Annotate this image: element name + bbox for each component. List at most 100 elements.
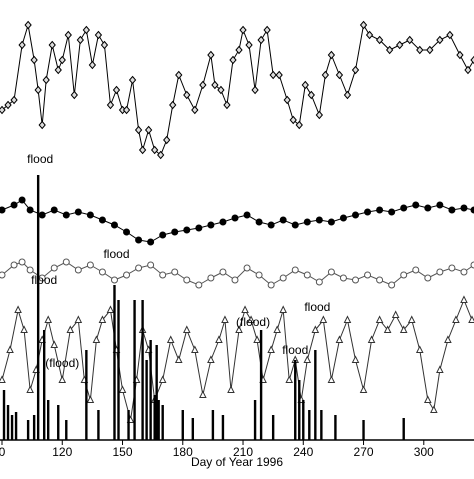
diamond-marker — [113, 87, 119, 94]
triangle-marker — [192, 347, 198, 353]
circle-marker — [292, 222, 299, 229]
circle-marker — [87, 212, 94, 219]
diamond-marker — [35, 87, 41, 94]
triangle-marker — [120, 387, 126, 393]
circle-marker — [39, 212, 46, 219]
diamond-marker — [230, 57, 236, 64]
circle-marker — [195, 225, 202, 232]
bar — [192, 418, 194, 440]
annotation: (flood) — [45, 356, 79, 370]
diamond-marker — [302, 82, 308, 89]
triangle-marker — [417, 347, 423, 353]
diamond-marker — [107, 102, 113, 109]
bar — [302, 400, 304, 440]
diamond-marker — [322, 72, 328, 79]
circle-marker — [111, 222, 118, 229]
open-circle-marker — [413, 267, 419, 273]
circle-marker — [471, 207, 474, 214]
annotation: flood — [304, 300, 330, 314]
triangle-marker — [87, 397, 93, 403]
bar — [222, 415, 224, 440]
bar — [182, 410, 184, 440]
triangle-marker — [21, 327, 27, 333]
bar — [27, 420, 29, 440]
diamond-marker — [361, 22, 367, 29]
triangle-marker — [377, 317, 383, 323]
bar — [314, 350, 316, 440]
diamond-marker — [11, 97, 17, 104]
x-tick-label: 300 — [414, 445, 434, 459]
triangle-marker — [0, 377, 5, 383]
triangle-marker — [409, 317, 415, 323]
annotation: (flood) — [236, 315, 270, 329]
bar — [47, 400, 49, 440]
open-circle-marker — [87, 262, 93, 268]
diamond-marker — [284, 97, 290, 104]
open-circle-marker — [172, 269, 178, 275]
circle-marker — [11, 202, 18, 209]
bar — [334, 415, 336, 440]
triangle-marker — [445, 337, 451, 343]
diamond-marker — [258, 37, 264, 44]
bar — [7, 405, 9, 440]
diamond-marker — [212, 82, 218, 89]
diamond-marker — [336, 72, 342, 79]
circle-marker — [135, 237, 142, 244]
diamond-marker — [5, 102, 11, 109]
bar — [161, 405, 163, 440]
bar — [43, 330, 45, 440]
diamond-marker — [276, 72, 282, 79]
circle-marker — [171, 229, 178, 236]
circle-marker — [280, 217, 287, 224]
open-circle-marker — [353, 277, 359, 283]
open-circle-marker — [196, 282, 202, 288]
diamond-marker — [152, 147, 158, 154]
bar — [65, 420, 67, 440]
open-circle-marker — [461, 269, 467, 275]
triangle-marker — [361, 387, 367, 393]
bar — [127, 410, 129, 440]
diamond-marker — [31, 57, 37, 64]
diamond-marker — [457, 52, 463, 59]
circle-marker — [27, 207, 34, 214]
circle-marker — [448, 207, 455, 214]
open-circle-marker — [0, 272, 5, 278]
triangle-marker — [27, 387, 33, 393]
diamond-marker — [290, 117, 296, 124]
circle-marker — [147, 239, 154, 246]
open-circle-marker — [425, 275, 431, 281]
triangle-marker — [160, 377, 166, 383]
triangle-marker — [184, 327, 190, 333]
triangle-marker — [336, 337, 342, 343]
open-circle-marker — [63, 259, 69, 265]
annotation: flood — [27, 152, 53, 166]
triangle-marker — [75, 317, 81, 323]
circle-marker — [388, 209, 395, 216]
diamond-marker — [19, 42, 25, 49]
bar — [294, 360, 296, 440]
triangle-marker — [93, 337, 99, 343]
x-tick-label: 120 — [52, 445, 72, 459]
bar — [149, 340, 151, 440]
bar — [85, 350, 87, 440]
diamond-marker — [218, 87, 224, 94]
diamond-marker — [176, 72, 182, 79]
x-tick-label: 270 — [354, 445, 374, 459]
open-circle-marker — [19, 259, 25, 265]
bar — [260, 330, 262, 440]
triangle-marker — [369, 337, 375, 343]
circle-marker — [219, 219, 226, 226]
diamond-marker — [124, 107, 130, 114]
triangle-marker — [7, 347, 13, 353]
triangle-marker — [437, 367, 443, 373]
circle-marker — [376, 207, 383, 214]
triangle-marker — [461, 297, 467, 303]
bar — [141, 300, 143, 440]
triangle-marker — [216, 337, 222, 343]
bar — [11, 415, 13, 440]
circle-marker — [0, 207, 6, 214]
diamond-marker — [170, 102, 176, 109]
open-circle-marker — [292, 267, 298, 273]
bar — [254, 400, 256, 440]
